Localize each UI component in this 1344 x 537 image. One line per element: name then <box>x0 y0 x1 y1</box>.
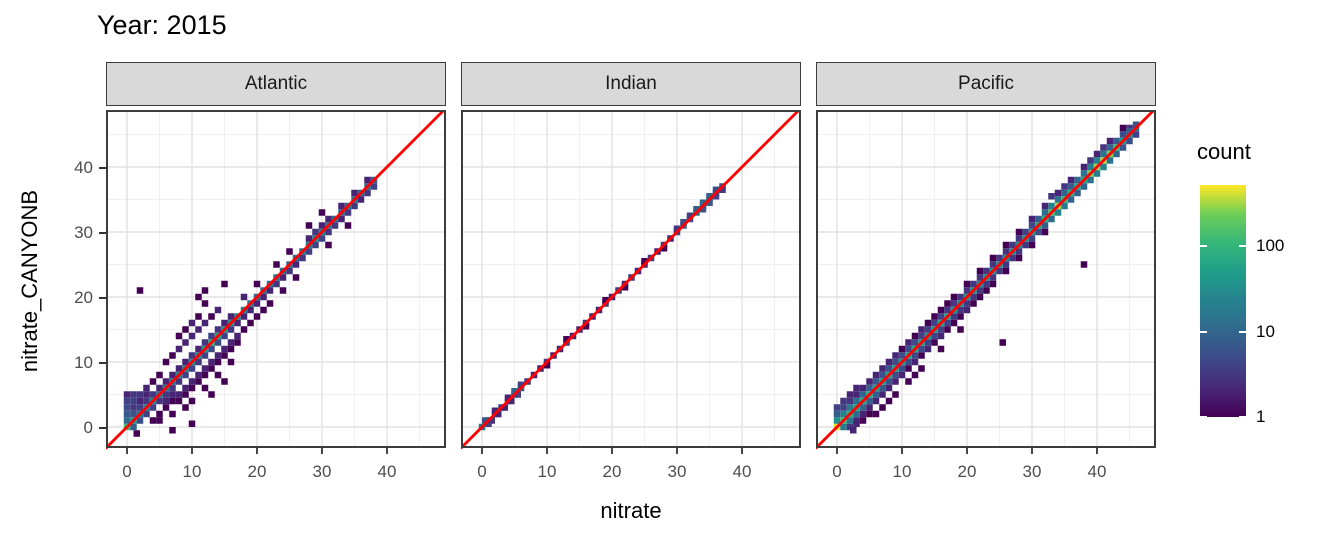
y-tick-label: 20 <box>74 287 93 307</box>
y-tick-label: 10 <box>74 352 93 372</box>
x-tick-label: 30 <box>1023 462 1042 481</box>
facet-strip-atlantic: Atlantic <box>106 62 446 106</box>
legend-tick-label: 1 <box>1256 407 1266 426</box>
legend-tick-label: 10 <box>1256 321 1275 341</box>
plot-panel-indian: 0 10 20 30 40 <box>461 110 801 481</box>
legend-colorbar <box>1200 185 1246 417</box>
identity-line <box>461 110 801 450</box>
legend-tick-mark <box>1239 416 1246 418</box>
legend-tick-mark <box>1200 416 1207 418</box>
x-tick-label: 40 <box>733 462 752 481</box>
x-axis-title: nitrate <box>600 498 662 523</box>
y-tick-mark <box>99 166 106 169</box>
y-tick-mark <box>99 231 106 234</box>
x-tick-label: 10 <box>893 462 912 481</box>
legend-tick-label: 100 <box>1256 236 1285 256</box>
y-tick-mark <box>99 361 106 364</box>
y-tick-label: 40 <box>74 157 93 177</box>
plot-panel-atlantic: 0 10 20 30 40 <box>106 110 446 481</box>
x-tick-label: 30 <box>313 462 332 481</box>
x-tick-label: 0 <box>122 462 131 481</box>
chart-title: Year: 2015 <box>97 10 227 40</box>
x-tick-label: 20 <box>248 462 267 481</box>
x-tick-label: 40 <box>378 462 397 481</box>
y-tick-mark <box>99 426 106 429</box>
x-tick-label: 20 <box>958 462 977 481</box>
identity-line <box>816 110 1156 450</box>
facet-atlantic: Atlantic 0 10 20 30 40 <box>106 62 446 481</box>
legend-tick-mark <box>1200 245 1207 248</box>
facet-indian: Indian 0 10 20 30 40 <box>461 62 801 481</box>
legend-tick-mark <box>1239 330 1246 333</box>
facet-pacific: Pacific 0 10 20 30 40 <box>816 62 1156 481</box>
legend-title: count <box>1197 139 1251 164</box>
plot-panel-pacific: 0 10 20 30 40 <box>816 110 1156 481</box>
x-tick-label: 0 <box>832 462 841 481</box>
facet-strip-indian: Indian <box>461 62 801 106</box>
y-tick-label: 0 <box>83 417 93 437</box>
x-tick-label: 20 <box>603 462 622 481</box>
x-tick-label: 10 <box>538 462 557 481</box>
legend-tick-mark <box>1200 330 1207 333</box>
identity-line <box>106 110 446 450</box>
legend-tick-mark <box>1239 245 1246 248</box>
x-tick-label: 10 <box>183 462 202 481</box>
y-axis-title: nitrate_CANYONB <box>17 189 42 373</box>
x-tick-label: 40 <box>1088 462 1107 481</box>
y-tick-mark <box>99 296 106 299</box>
facet-strip-pacific: Pacific <box>816 62 1156 106</box>
x-tick-label: 0 <box>477 462 486 481</box>
x-tick-label: 30 <box>668 462 687 481</box>
y-tick-label: 30 <box>74 222 93 242</box>
